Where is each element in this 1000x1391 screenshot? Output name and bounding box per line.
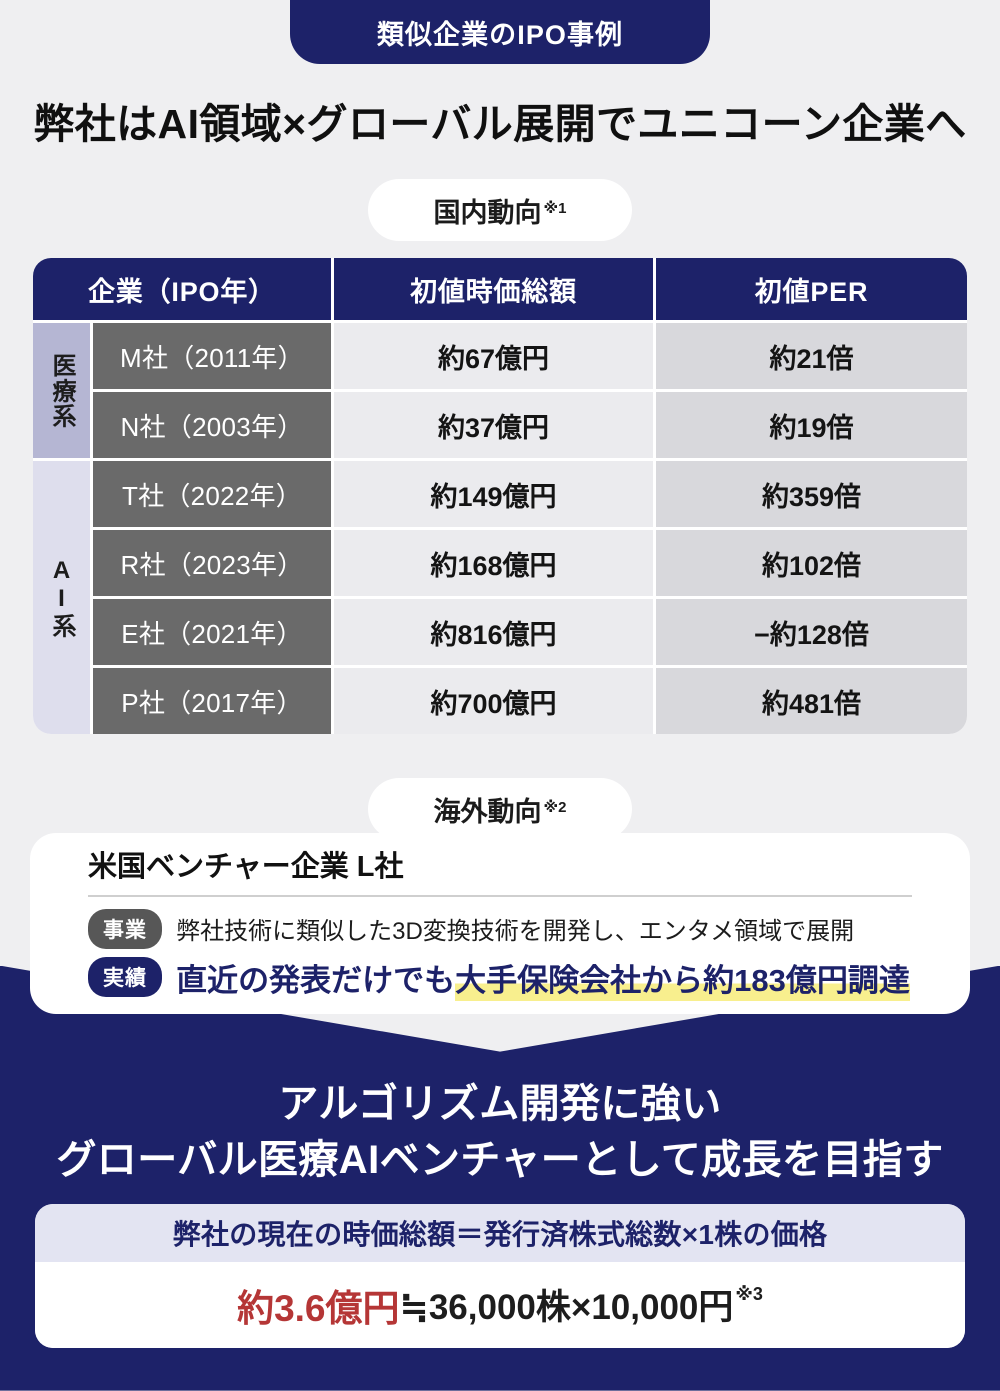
table-row-market-cap: 約37億円 xyxy=(334,392,653,459)
result-badge: 実績 xyxy=(88,957,163,998)
footnote-marker-2: ※2 xyxy=(543,799,567,817)
table-row-market-cap: 約816億円 xyxy=(334,599,653,666)
vision-line-1: アルゴリズム開発に強い xyxy=(278,1081,722,1126)
footnote-marker-3: ※3 xyxy=(735,1284,763,1305)
valuation-card: 弊社の現在の時価総額＝発行済株式総数×1株の価格 約3.6億円 ≒36,000株… xyxy=(35,1203,965,1348)
overseas-company-heading: 米国ベンチャー企業 L社 xyxy=(88,851,404,884)
business-text: 弊社技術に類似した3D変換技術を開発し、エンタメ領域で展開 xyxy=(176,918,855,946)
overseas-trends-pill: 海外動向 ※2 xyxy=(368,778,632,841)
vision-line-2: グローバル医療AIベンチャーとして成長を目指す xyxy=(56,1137,944,1182)
table-row-market-cap: 約67億円 xyxy=(334,323,653,390)
section-tab-badge: 類似企業のIPO事例 xyxy=(290,0,710,64)
table-row-market-cap: 約700億円 xyxy=(334,668,653,735)
section-tab-label: 類似企業のIPO事例 xyxy=(376,19,624,50)
row-group-medical: 医療系 xyxy=(33,323,90,459)
table-row-market-cap: 約168億円 xyxy=(334,530,653,597)
vision-section: アルゴリズム開発に強い グローバル医療AIベンチャーとして成長を目指す 弊社の現… xyxy=(0,965,1000,1391)
valuation-formula-title: 弊社の現在の時価総額＝発行済株式総数×1株の価格 xyxy=(35,1203,965,1262)
domestic-trends-pill: 国内動向 ※1 xyxy=(368,179,632,242)
valuation-formula: 約3.6億円 ≒36,000株×10,000円 ※3 xyxy=(35,1261,965,1348)
valuation-calculation: ≒36,000株×10,000円 xyxy=(399,1288,734,1328)
table-row-market-cap: 約149億円 xyxy=(334,461,653,528)
overseas-company-card: 米国ベンチャー企業 L社 事業 弊社技術に類似した3D変換技術を開発し、エンタメ… xyxy=(30,833,970,1014)
table-row-per: 約481倍 xyxy=(656,668,967,735)
column-header-company: 企業（IPO年） xyxy=(33,258,331,321)
business-fact-row: 事業 弊社技術に類似した3D変換技術を開発し、エンタメ領域で展開 xyxy=(88,908,912,949)
table-row-per: −約128倍 xyxy=(656,599,967,666)
overseas-trends-label: 海外動向 xyxy=(433,796,542,827)
table-row-per: 約359倍 xyxy=(656,461,967,528)
table-row-per: 約102倍 xyxy=(656,530,967,597)
table-row-company: M社（2011年） xyxy=(93,323,331,390)
result-fact-row: 実績 直近の発表だけでも大手保険会社から約183億円調達 xyxy=(88,955,912,1001)
ipo-comparison-table: 企業（IPO年） 初値時価総額 初値PER 医療系 M社（2011年） 約67億… xyxy=(33,258,967,735)
valuation-amount: 約3.6億円 xyxy=(237,1287,400,1329)
result-text: 直近の発表だけでも大手保険会社から約183億円調達 xyxy=(176,955,910,1001)
result-text-highlighted: 大手保険会社から約183億円調達 xyxy=(455,962,910,1001)
table-row-per: 約19倍 xyxy=(656,392,967,459)
column-header-per: 初値PER xyxy=(656,258,967,321)
table-row-company: N社（2003年） xyxy=(93,392,331,459)
table-row-per: 約21倍 xyxy=(656,323,967,390)
footnote-marker-1: ※1 xyxy=(543,200,567,218)
row-group-ai: AI系 xyxy=(33,461,90,735)
table-row-company: P社（2017年） xyxy=(93,668,331,735)
card-divider xyxy=(88,894,912,897)
column-header-market-cap: 初値時価総額 xyxy=(334,258,653,321)
vision-statement: アルゴリズム開発に強い グローバル医療AIベンチャーとして成長を目指す xyxy=(0,966,1000,1188)
domestic-trends-label: 国内動向 xyxy=(433,197,542,228)
result-text-plain: 直近の発表だけでも xyxy=(176,962,456,998)
table-row-company: R社（2023年） xyxy=(93,530,331,597)
table-row-company: E社（2021年） xyxy=(93,599,331,666)
business-badge: 事業 xyxy=(88,908,163,949)
table-row-company: T社（2022年） xyxy=(93,461,331,528)
page-title: 弊社はAI領域×グローバル展開でユニコーン企業へ xyxy=(33,101,967,147)
